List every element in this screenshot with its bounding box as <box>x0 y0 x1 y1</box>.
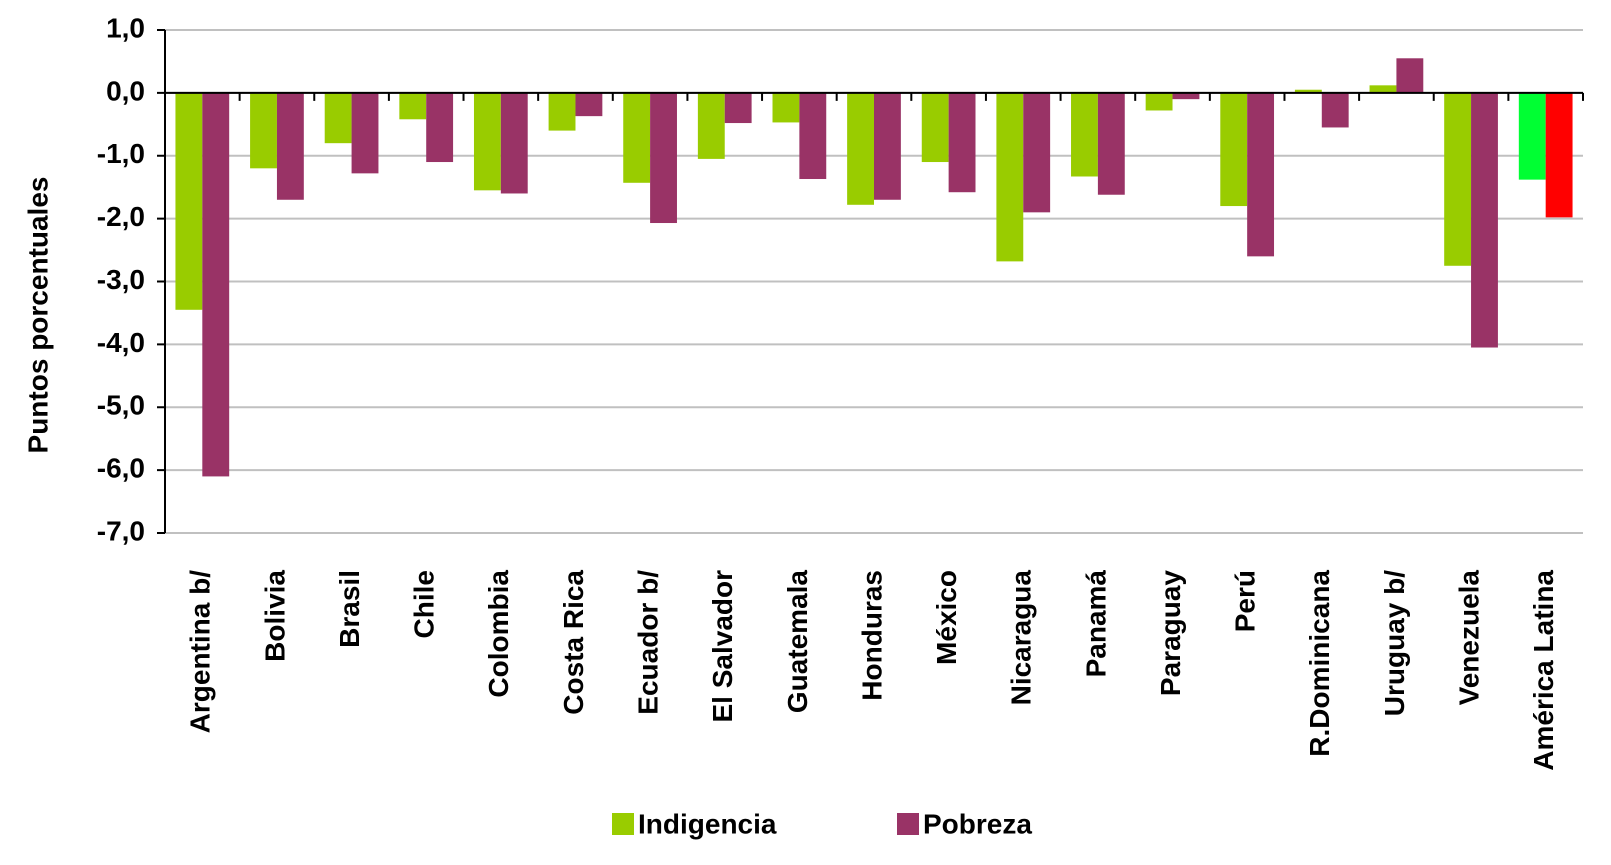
bar <box>399 92 427 120</box>
bar <box>175 92 203 310</box>
bar <box>351 92 379 174</box>
bar <box>921 92 949 163</box>
bar <box>1396 58 1424 93</box>
bar <box>548 92 576 131</box>
bar <box>1471 92 1498 348</box>
bar <box>1145 92 1173 111</box>
bar <box>650 92 677 224</box>
x-tick-label: Uruguay b/ <box>1379 570 1410 716</box>
legend-swatch <box>612 813 634 835</box>
x-tick-label: México <box>931 570 962 665</box>
x-tick-label: Perú <box>1230 570 1261 632</box>
bar <box>1545 92 1573 218</box>
legend-swatch <box>897 813 919 835</box>
bar <box>724 92 752 124</box>
x-tick-label: Bolivia <box>259 570 290 662</box>
bar <box>1097 92 1125 195</box>
bar <box>1172 92 1200 100</box>
bar <box>996 92 1024 262</box>
bar <box>1518 92 1546 180</box>
bar <box>772 92 800 123</box>
x-tick-label: El Salvador <box>707 570 738 723</box>
x-tick-label: Guatemala <box>782 570 813 714</box>
x-tick-label: Ecuador b/ <box>632 570 663 715</box>
y-tick-label: -3,0 <box>97 264 145 295</box>
x-tick-label: Colombia <box>483 570 514 698</box>
y-tick-label: -7,0 <box>97 515 145 546</box>
bar <box>948 92 976 193</box>
y-tick-label: 1,0 <box>106 12 145 43</box>
bar <box>1294 89 1322 93</box>
bar <box>276 92 304 200</box>
bar <box>202 92 230 477</box>
x-tick-label: Honduras <box>856 570 887 701</box>
bar <box>575 92 603 117</box>
bar <box>426 92 454 163</box>
x-tick-label: Nicaragua <box>1006 570 1037 706</box>
x-tick-label: Brasil <box>334 570 365 648</box>
x-tick-label: Paraguay <box>1155 570 1186 696</box>
legend-label: Pobreza <box>923 808 1032 839</box>
y-tick-label: -2,0 <box>97 201 145 232</box>
bar <box>874 92 901 200</box>
bar <box>1321 92 1349 128</box>
legend-label: Indigencia <box>638 808 777 839</box>
bar <box>847 92 874 205</box>
bar <box>1247 92 1275 257</box>
y-axis-title: Puntos porcentuales <box>22 177 53 454</box>
bar <box>623 92 651 183</box>
bar <box>1023 92 1051 213</box>
bar <box>1071 92 1098 177</box>
bar <box>250 92 277 169</box>
bar <box>1369 85 1397 93</box>
bar <box>1444 92 1472 266</box>
y-tick-label: 0,0 <box>106 75 145 106</box>
x-tick-label: R.Dominicana <box>1304 570 1335 757</box>
x-tick-label: América Latina <box>1528 570 1559 771</box>
x-tick-label: Costa Rica <box>558 570 589 715</box>
y-tick-label: -1,0 <box>97 138 145 169</box>
x-tick-label: Panamá <box>1080 570 1111 678</box>
bar <box>324 92 352 144</box>
bar <box>1220 92 1248 207</box>
x-tick-label: Chile <box>409 570 440 638</box>
bar <box>697 92 725 159</box>
x-tick-label: Venezuela <box>1453 570 1484 706</box>
bar <box>473 92 501 191</box>
y-tick-label: -5,0 <box>97 390 145 421</box>
bar <box>500 92 528 194</box>
x-tick-label: Argentina b/ <box>185 570 216 734</box>
y-tick-label: -6,0 <box>97 453 145 484</box>
bar <box>799 92 827 180</box>
y-tick-label: -4,0 <box>97 327 145 358</box>
